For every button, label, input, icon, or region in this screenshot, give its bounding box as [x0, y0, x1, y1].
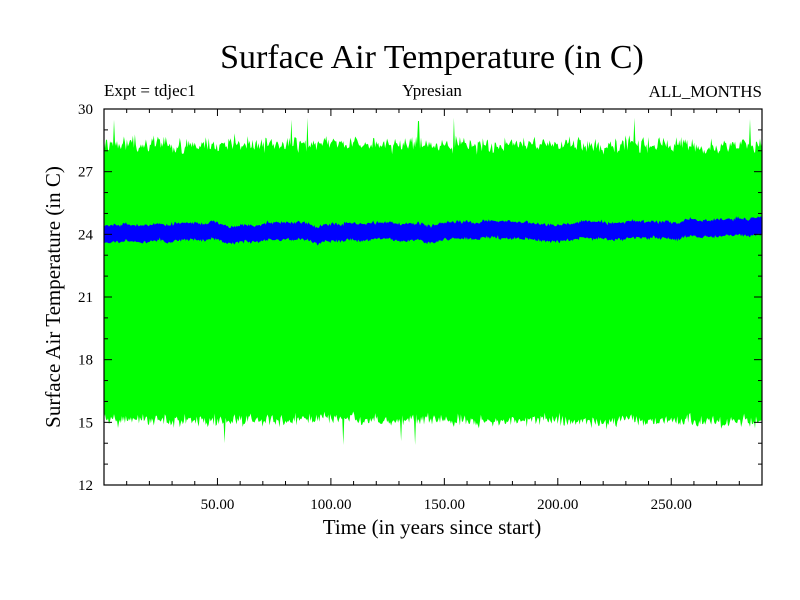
annual-mean-band: [104, 216, 762, 246]
y-tick-label: 21: [78, 290, 93, 306]
x-axis: 50.00 100.00 150.00 200.00 250.00: [126, 109, 740, 513]
x-tick-label: 100.00: [310, 497, 351, 513]
temperature-range-band: [104, 117, 762, 446]
y-tick-label: 12: [78, 478, 93, 494]
chart-title: Surface Air Temperature (in C): [220, 39, 644, 76]
experiment-label: Expt = tdjec1: [104, 81, 196, 100]
y-tick-label: 27: [78, 165, 94, 181]
period-label: Ypresian: [402, 81, 462, 100]
y-axis: 12 15 18 21 24 27 30: [78, 102, 762, 494]
plot-area: [104, 117, 762, 446]
x-tick-label: 250.00: [651, 497, 692, 513]
y-tick-label: 30: [78, 102, 93, 118]
y-tick-label: 24: [78, 227, 94, 243]
y-axis-label: Surface Air Temperature (in C): [41, 166, 65, 428]
y-tick-label: 18: [78, 353, 93, 369]
months-label: ALL_MONTHS: [649, 82, 762, 101]
x-tick-label: 50.00: [201, 497, 235, 513]
x-tick-label: 200.00: [537, 497, 578, 513]
x-tick-label: 150.00: [424, 497, 465, 513]
x-axis-label: Time (in years since start): [323, 515, 542, 539]
y-tick-label: 15: [78, 415, 93, 431]
